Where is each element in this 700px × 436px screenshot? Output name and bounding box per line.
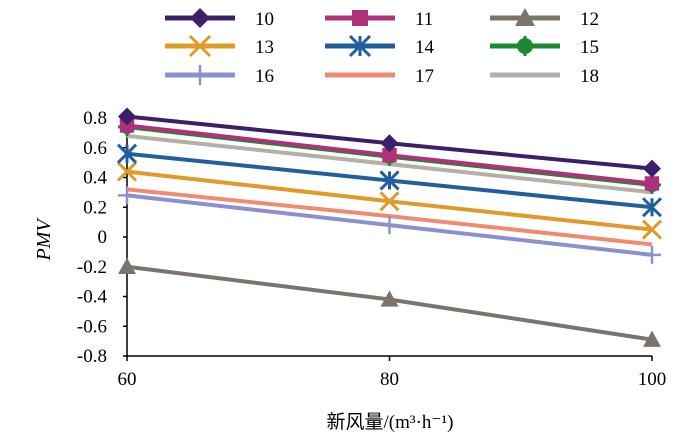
point-marker (643, 245, 661, 264)
y-tick-label: 0 (98, 227, 108, 248)
legend-label: 10 (255, 9, 274, 30)
y-tick-label: -0.4 (77, 287, 108, 308)
legend-item-15: 15 (490, 36, 599, 58)
point-marker (641, 219, 663, 240)
legend-item-14: 14 (325, 34, 435, 58)
point-marker (380, 216, 399, 235)
point-marker (118, 257, 136, 274)
y-tick-label: -0.8 (77, 346, 107, 367)
x-axis-title: 新风量/(m³·h⁻¹) (327, 411, 454, 433)
y-tick-label: 0.8 (83, 108, 107, 129)
axes: 0.8 0.6 0.4 0.2 0 -0.2 -0.4 -0.6 -0.8 60 80 100 (77, 108, 666, 390)
legend-label: 12 (580, 9, 599, 30)
legend-item-16: 16 (165, 65, 274, 87)
point-marker (380, 134, 399, 153)
legend-label: 16 (255, 66, 274, 87)
legend-marker (515, 36, 535, 56)
y-tick-label: 0.6 (83, 138, 107, 159)
point-marker (644, 176, 660, 191)
legend-item-10: 10 (165, 8, 274, 30)
legend-label: 13 (255, 37, 274, 58)
legend-marker (190, 65, 210, 85)
legend-label: 17 (415, 66, 434, 87)
point-marker (379, 191, 400, 212)
point-marker (379, 170, 400, 191)
legend-label: 14 (415, 37, 435, 58)
y-tick-label: 0.4 (83, 168, 107, 189)
series-16 (118, 186, 661, 264)
x-tick-label: 60 (118, 369, 137, 390)
legend-item-12: 12 (490, 8, 599, 30)
legend-marker (188, 34, 212, 58)
point-marker (118, 186, 136, 205)
point-marker (116, 143, 138, 164)
point-marker (116, 161, 138, 182)
point-marker (643, 159, 661, 178)
legend-marker (190, 8, 210, 28)
point-marker (641, 197, 663, 218)
legend-item-17: 17 (325, 66, 434, 87)
point-marker (643, 330, 661, 347)
legend-marker (515, 8, 535, 26)
point-marker (380, 290, 399, 307)
y-tick-label: -0.2 (77, 257, 107, 278)
legend-label: 18 (580, 66, 599, 87)
legend-label: 11 (415, 9, 433, 30)
point-marker (118, 107, 136, 126)
x-tick-label: 100 (638, 369, 667, 390)
legend-marker (352, 10, 368, 26)
legend-item-13: 13 (165, 34, 274, 58)
series-12 (118, 257, 661, 347)
legend-marker (348, 34, 372, 58)
series-13 (116, 161, 663, 240)
y-axis-title: PMV (33, 217, 55, 262)
series-14 (116, 143, 663, 218)
y-tick-label: -0.6 (77, 316, 107, 337)
series-layer (116, 107, 663, 347)
legend-item-18: 18 (490, 66, 599, 87)
y-tick-label: 0.2 (83, 197, 107, 218)
legend-item-11: 11 (325, 9, 433, 30)
point-marker (382, 147, 397, 163)
legend: 10 11 12 13 14 15 16 17 18 (165, 8, 599, 87)
x-tick-label: 80 (380, 369, 399, 390)
legend-label: 15 (580, 37, 599, 58)
series-10 (118, 107, 661, 178)
